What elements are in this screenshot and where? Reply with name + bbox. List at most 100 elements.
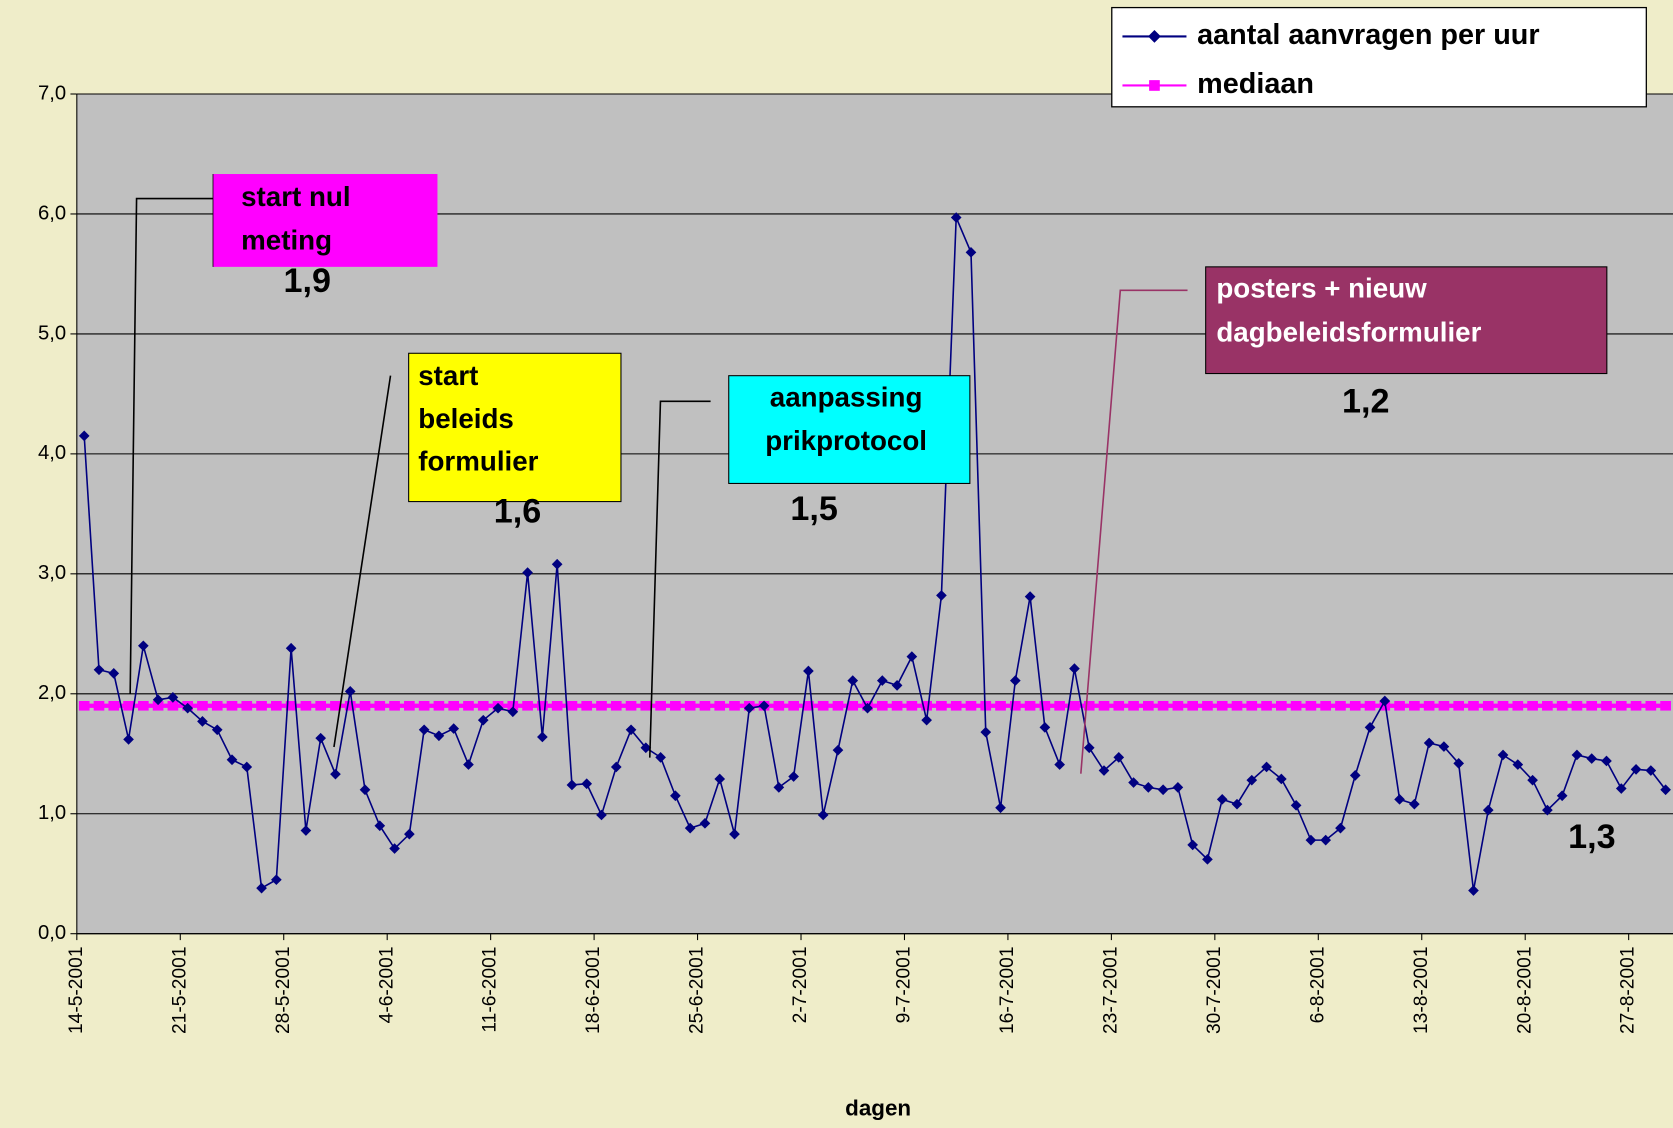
data-point (344, 686, 356, 697)
data-point (684, 700, 696, 711)
data-point (433, 730, 445, 742)
data-point (714, 700, 726, 711)
data-point (1231, 700, 1243, 711)
data-point (93, 700, 105, 711)
y-tick-label: 5,0 (38, 322, 66, 344)
x-tick-label: 30-7-2001 (1204, 947, 1225, 1034)
data-point (788, 771, 799, 782)
data-point (995, 700, 1006, 711)
annotation-text: start nul (241, 181, 350, 212)
data-point (714, 773, 726, 785)
annotation-text: dagbeleidsformulier (1216, 316, 1481, 347)
data-point (1305, 834, 1317, 846)
data-point (1261, 700, 1272, 711)
x-tick-label: 9-7-2001 (894, 947, 915, 1024)
x-tick-label: 16-7-2001 (997, 947, 1018, 1034)
data-point (330, 768, 341, 780)
data-point (1113, 700, 1125, 711)
data-point (596, 700, 607, 711)
data-point (226, 700, 238, 711)
data-point (463, 759, 474, 770)
data-point (463, 700, 474, 711)
legend-marker (1149, 80, 1160, 91)
data-point (1601, 755, 1612, 767)
data-point (315, 700, 327, 711)
data-point (551, 700, 563, 711)
legend-marker (1148, 29, 1161, 43)
data-point (1527, 774, 1538, 786)
data-point (123, 700, 134, 711)
annotation-text: beleids (418, 403, 514, 434)
data-point (1571, 749, 1583, 761)
data-point (1394, 794, 1405, 805)
legend: aantal aanvragen per uur mediaan (1111, 6, 1647, 108)
data-point (803, 700, 814, 711)
data-point (551, 558, 563, 570)
data-point (1231, 798, 1243, 810)
data-point (965, 247, 977, 258)
data-point (1571, 700, 1583, 711)
data-point (921, 714, 932, 726)
data-point (876, 675, 888, 686)
annotation-text: prikprotocol (765, 425, 927, 456)
data-point (995, 802, 1006, 814)
data-point (980, 726, 992, 738)
data-point (1054, 700, 1065, 711)
data-point (1556, 700, 1568, 711)
data-point (610, 761, 622, 773)
data-point (1364, 700, 1376, 711)
data-point (1202, 700, 1213, 711)
data-point (1615, 783, 1627, 794)
data-point (256, 882, 267, 894)
data-point (743, 702, 755, 714)
data-point (640, 742, 652, 754)
data-point (1468, 885, 1479, 896)
legend-box (1111, 6, 1647, 108)
data-point (1601, 700, 1612, 711)
data-point (78, 430, 90, 442)
data-point (1423, 700, 1435, 711)
data-point (773, 782, 785, 793)
data-point (1335, 700, 1346, 711)
leader-line (648, 400, 711, 758)
data-point (1098, 700, 1110, 711)
x-tick-label: 13-8-2001 (1411, 947, 1432, 1034)
data-point (389, 843, 400, 854)
data-point (684, 822, 696, 834)
x-tick-label: 6-8-2001 (1307, 947, 1328, 1024)
data-point (1069, 663, 1080, 674)
data-point (1172, 700, 1184, 711)
data-point (448, 723, 460, 734)
data-point (1128, 700, 1139, 711)
data-point (1349, 700, 1361, 711)
annotation-box (728, 375, 971, 484)
data-point (936, 590, 947, 601)
data-point (359, 700, 371, 711)
data-point (921, 700, 932, 711)
data-point (404, 700, 415, 711)
data-point (817, 700, 829, 711)
data-point (1039, 700, 1051, 711)
data-point (211, 724, 223, 736)
data-point (788, 700, 799, 711)
leader-line (333, 375, 392, 748)
data-point (729, 700, 740, 711)
data-point (211, 700, 223, 711)
legend-label: aantal aanvragen per uur (1197, 19, 1539, 51)
data-point (1113, 752, 1125, 763)
data-point (182, 702, 194, 714)
y-tick-label: 1,0 (38, 802, 66, 824)
data-point (1009, 700, 1021, 711)
data-point (344, 700, 356, 711)
annotation-text: start (418, 360, 478, 391)
data-point (285, 642, 297, 654)
x-tick-label: 4-6-2001 (376, 947, 397, 1024)
data-point (404, 828, 415, 840)
data-point (1645, 700, 1657, 711)
data-point (448, 700, 460, 711)
data-point (537, 731, 548, 743)
data-point (93, 664, 105, 676)
data-point (906, 651, 918, 662)
data-point (980, 700, 992, 711)
